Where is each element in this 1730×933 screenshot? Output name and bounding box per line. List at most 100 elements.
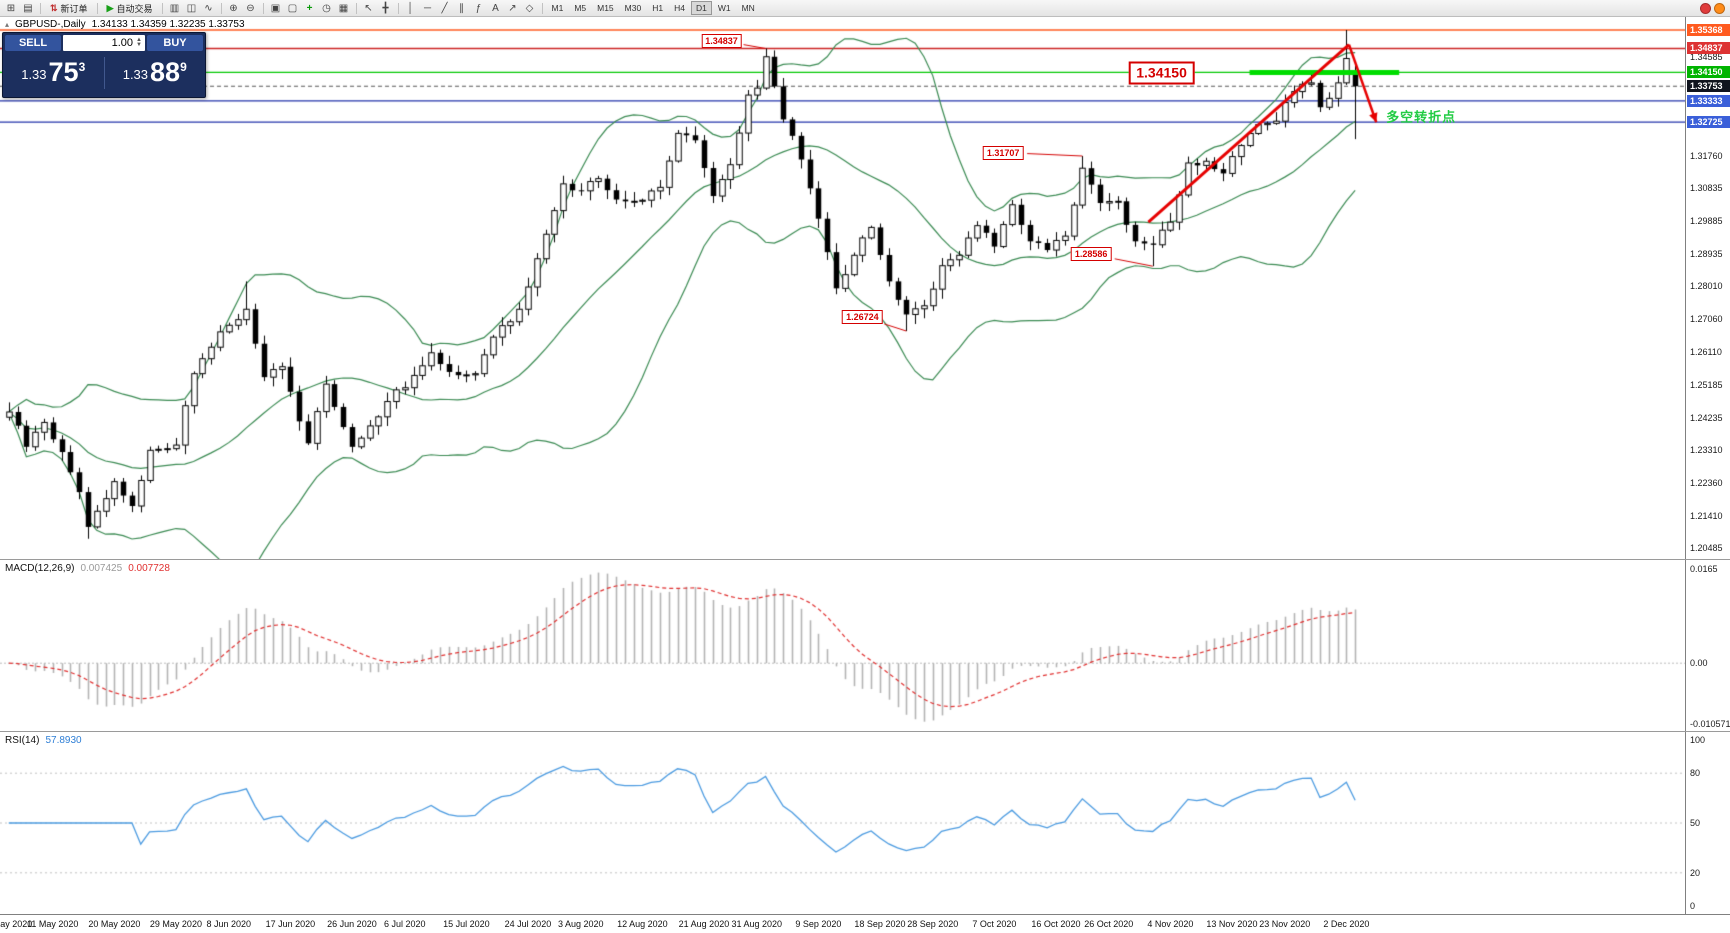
- current-price-chip: 1.33753: [1687, 80, 1730, 93]
- new-chart-icon[interactable]: ⊞: [3, 2, 19, 15]
- autotrading-glyph: ▶: [106, 2, 114, 13]
- price-scale-tick: 1.29885: [1690, 215, 1723, 226]
- profiles-icon[interactable]: ▤: [20, 2, 36, 15]
- chart-header: ▴ GBPUSD-,Daily 1.34133 1.34359 1.32235 …: [5, 19, 245, 30]
- trendline-icon-glyph: ╱: [441, 2, 448, 14]
- shapes-icon-glyph: ◇: [525, 2, 534, 14]
- new-order-button[interactable]: ⇅ 新订单: [45, 2, 93, 15]
- periods-icon[interactable]: ◷: [319, 2, 335, 15]
- date-axis-label: 6 Jul 2020: [383, 919, 426, 929]
- price-scale-tick: 1.26110: [1690, 347, 1722, 358]
- vertical-line-icon[interactable]: │: [403, 2, 419, 15]
- rsi-pane-separator[interactable]: [0, 731, 1730, 732]
- autotrading-button[interactable]: ▶ 自动交易: [102, 2, 158, 15]
- sell-price[interactable]: 1.33 75 3: [3, 53, 104, 93]
- indicators-icon-glyph: +: [306, 2, 313, 14]
- timeframe-h4[interactable]: H4: [674, 3, 685, 13]
- crosshair-icon-glyph: ╋: [382, 2, 389, 14]
- periods-icon-glyph: ◷: [322, 2, 331, 14]
- price-scale-tick: 1.23310: [1690, 444, 1723, 455]
- macd-value-signal: 0.007728: [128, 563, 170, 574]
- shapes-icon[interactable]: ◇: [522, 2, 538, 15]
- date-axis-label: 28 Sep 2020: [907, 919, 959, 929]
- date-axis-label: 4 Nov 2020: [1147, 919, 1194, 929]
- fibonacci-icon[interactable]: ƒ: [471, 2, 487, 15]
- one-click-trading-panel[interactable]: SELL 1.00 ▲ ▼ BUY 1.33 75 3 1.33 88 9: [2, 32, 206, 98]
- sell-price-pips: 75: [48, 57, 79, 87]
- timeframe-w1[interactable]: W1: [717, 3, 731, 13]
- timeframe-m15[interactable]: M15: [597, 3, 614, 13]
- alerts-icon[interactable]: [1714, 2, 1725, 14]
- equidistant-channel-icon[interactable]: ∥: [454, 2, 470, 15]
- equidistant-channel-icon-glyph: ∥: [459, 2, 464, 14]
- volume-spinner[interactable]: ▲ ▼: [136, 37, 142, 48]
- autotrading-button-label: 自动交易: [116, 3, 153, 14]
- tile-windows-icon[interactable]: ▣: [268, 2, 284, 15]
- main-price-chart[interactable]: [0, 16, 1685, 560]
- price-scale-tick: 1.20485: [1690, 543, 1723, 554]
- toolbar-separator: [40, 2, 41, 14]
- date-axis-label: 8 Jun 2020: [206, 919, 252, 929]
- rsi-scale-tick: 100: [1690, 735, 1706, 745]
- date-axis-label: 7 Oct 2020: [972, 919, 1017, 929]
- price-scale[interactable]: 1.34585 1.31760 1.30835 1.29885 1.28935 1.280…: [1685, 16, 1730, 914]
- templates-icon[interactable]: ▦: [336, 2, 352, 15]
- date-axis-label: 24 Jul 2020: [504, 919, 552, 929]
- date-axis-label: 23 Nov 2020: [1259, 919, 1311, 929]
- rsi-scale-tick: 80: [1690, 768, 1701, 779]
- new-chart-icon-glyph: ⊞: [6, 2, 16, 14]
- timeframe-m5[interactable]: M5: [574, 3, 587, 13]
- zoom-in-icon-glyph: ⊕: [229, 2, 238, 14]
- toolbar-separator: [220, 2, 222, 14]
- buy-button[interactable]: BUY: [147, 35, 203, 51]
- timeframe-mn[interactable]: MN: [741, 3, 755, 13]
- macd-pane-separator[interactable]: [0, 559, 1730, 560]
- rsi-scale-tick: 20: [1690, 867, 1701, 878]
- horizontal-line-icon[interactable]: ─: [420, 2, 436, 15]
- timeframe-m1[interactable]: M1: [551, 3, 564, 13]
- price-scale-tick: 1.30835: [1690, 182, 1723, 193]
- timeframe-m30[interactable]: M30: [624, 3, 642, 13]
- date-axis-label: 31 Aug 2020: [731, 919, 783, 929]
- chart-ohlc-values: 1.34133 1.34359 1.32235 1.33753: [91, 19, 245, 30]
- volume-input[interactable]: 1.00 ▲ ▼: [63, 35, 145, 51]
- templates-icon-glyph: ▦: [338, 2, 349, 14]
- indicators-icon[interactable]: +: [302, 2, 318, 15]
- buy-price[interactable]: 1.33 88 9: [105, 53, 206, 93]
- line-chart-mode-icon-glyph: ∿: [204, 2, 213, 14]
- sell-button[interactable]: SELL: [5, 35, 61, 51]
- arrows-icon[interactable]: ↗: [505, 2, 521, 15]
- price-scale-tick: 1.21410: [1690, 511, 1723, 522]
- candlestick-mode-icon-glyph: ◫: [186, 2, 197, 14]
- date-axis-label: 26 Oct 2020: [1084, 919, 1134, 929]
- macd-indicator-pane[interactable]: [0, 560, 1685, 732]
- text-label-icon[interactable]: A: [488, 2, 504, 15]
- timeframe-d1[interactable]: D1: [690, 1, 712, 15]
- crosshair-icon[interactable]: ╋: [378, 2, 394, 15]
- line-chart-mode-icon[interactable]: ∿: [201, 2, 217, 15]
- rsi-header: RSI(14) 57.8930: [5, 735, 82, 746]
- bar-chart-mode-icon[interactable]: ▥: [167, 2, 183, 15]
- volume-value[interactable]: 1.00: [111, 37, 134, 49]
- rsi-indicator-pane[interactable]: [0, 732, 1685, 914]
- text-label-icon-glyph: A: [492, 2, 499, 14]
- tile-windows-icon-glyph: ▣: [270, 2, 281, 14]
- zoom-out-icon-glyph: ⊖: [246, 2, 255, 14]
- zoom-in-icon[interactable]: ⊕: [226, 2, 242, 15]
- fibonacci-icon-glyph: ƒ: [475, 2, 482, 14]
- candlestick-mode-icon[interactable]: ◫: [184, 2, 200, 15]
- sell-price-base: 1.33: [21, 67, 47, 82]
- cursor-icon[interactable]: ↖: [361, 2, 377, 15]
- community-icon[interactable]: [1700, 2, 1711, 14]
- timeframe-h1[interactable]: H1: [652, 3, 664, 13]
- trendline-icon[interactable]: ╱: [437, 2, 453, 15]
- date-axis-label: 29 May 2020: [149, 919, 202, 929]
- zoom-out-icon[interactable]: ⊖: [243, 2, 259, 15]
- arrange-windows-icon[interactable]: ▢: [285, 2, 301, 15]
- buy-price-point: 9: [180, 60, 187, 74]
- arrows-icon-glyph: ↗: [508, 2, 517, 14]
- one-click-collapse-icon[interactable]: ▴: [5, 20, 10, 29]
- date-axis-label: 16 Oct 2020: [1031, 919, 1081, 929]
